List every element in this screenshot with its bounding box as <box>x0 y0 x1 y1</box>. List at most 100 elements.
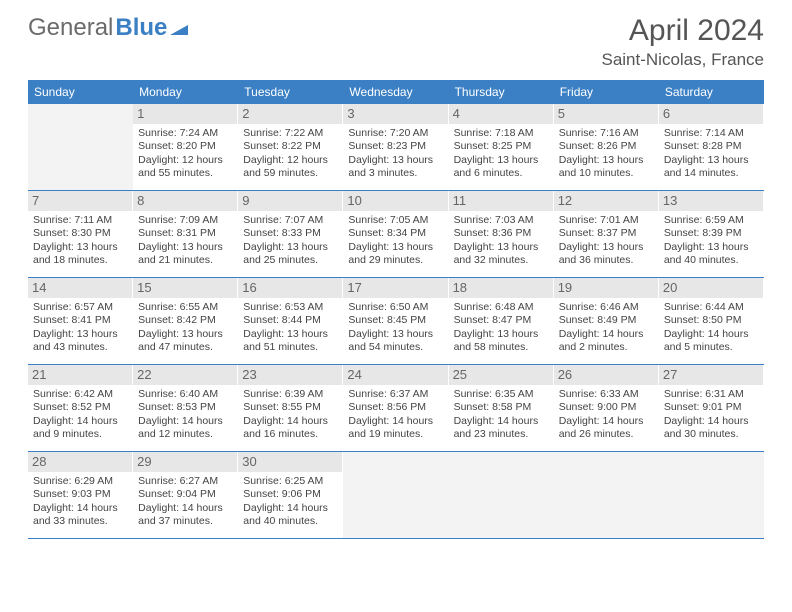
day-sunset: Sunset: 8:49 PM <box>559 314 653 327</box>
day-cell: 29Sunrise: 6:27 AMSunset: 9:04 PMDayligh… <box>133 452 238 538</box>
day-cell: 15Sunrise: 6:55 AMSunset: 8:42 PMDayligh… <box>133 278 238 364</box>
dow-cell: Sunday <box>28 80 133 104</box>
week-row: 7Sunrise: 7:11 AMSunset: 8:30 PMDaylight… <box>28 191 764 278</box>
day-day1: Daylight: 13 hours <box>33 241 127 254</box>
day-number: 20 <box>659 278 763 298</box>
day-day2: and 18 minutes. <box>33 254 127 267</box>
day-number: 15 <box>133 278 237 298</box>
day-day2: and 32 minutes. <box>454 254 548 267</box>
day-cell: 17 Sunrise: 6:50 AMSunset: 8:45 PMDayligh… <box>343 278 448 364</box>
day-cell: 5Sunrise: 7:16 AMSunset: 8:26 PMDaylight… <box>554 104 659 190</box>
day-sunrise: Sunrise: 6:25 AM <box>243 475 337 488</box>
logo-blue-text: Blue <box>115 14 167 42</box>
day-number: 19 <box>554 278 658 298</box>
day-day1: Daylight: 13 hours <box>243 328 337 341</box>
day-number: 25 <box>449 365 553 385</box>
day-day1: Daylight: 14 hours <box>243 502 337 515</box>
day-sunrise: Sunrise: 7:18 AM <box>454 127 548 140</box>
day-sunset: Sunset: 8:45 PM <box>348 314 442 327</box>
day-day1: Daylight: 13 hours <box>348 154 442 167</box>
day-number: 12 <box>554 191 658 211</box>
dow-cell: Tuesday <box>238 80 343 104</box>
day-day2: and 47 minutes. <box>138 341 232 354</box>
day-number: 29 <box>133 452 237 472</box>
day-day2: and 12 minutes. <box>138 428 232 441</box>
day-cell: 21Sunrise: 6:42 AMSunset: 8:52 PMDayligh… <box>28 365 133 451</box>
day-day1: Daylight: 14 hours <box>559 328 653 341</box>
day-number: 9 <box>238 191 342 211</box>
day-sunset: Sunset: 9:06 PM <box>243 488 337 501</box>
day-number: 11 <box>449 191 553 211</box>
day-sunrise: Sunrise: 6:31 AM <box>664 388 758 401</box>
day-day1: Daylight: 13 hours <box>454 154 548 167</box>
day-day2: and 26 minutes. <box>559 428 653 441</box>
day-day2: and 51 minutes. <box>243 341 337 354</box>
day-sunrise: Sunrise: 7:01 AM <box>559 214 653 227</box>
day-sunset: Sunset: 9:00 PM <box>559 401 653 414</box>
day-cell: 30Sunrise: 6:25 AMSunset: 9:06 PMDayligh… <box>238 452 343 538</box>
day-sunrise: Sunrise: 6:50 AM <box>348 301 442 314</box>
day-cell: 23Sunrise: 6:39 AMSunset: 8:55 PMDayligh… <box>238 365 343 451</box>
day-sunset: Sunset: 8:47 PM <box>454 314 548 327</box>
day-number: 17 <box>343 278 447 298</box>
day-cell: 28Sunrise: 6:29 AMSunset: 9:03 PMDayligh… <box>28 452 133 538</box>
day-day2: and 40 minutes. <box>243 515 337 528</box>
day-day1: Daylight: 12 hours <box>138 154 232 167</box>
dow-cell: Friday <box>554 80 659 104</box>
day-sunset: Sunset: 8:33 PM <box>243 227 337 240</box>
day-sunrise: Sunrise: 7:07 AM <box>243 214 337 227</box>
day-cell: 8Sunrise: 7:09 AMSunset: 8:31 PMDaylight… <box>133 191 238 277</box>
week-row: 28Sunrise: 6:29 AMSunset: 9:03 PMDayligh… <box>28 452 764 539</box>
location-label: Saint-Nicolas, France <box>601 50 764 70</box>
day-day2: and 55 minutes. <box>138 167 232 180</box>
day-day2: and 43 minutes. <box>33 341 127 354</box>
day-cell: 7Sunrise: 7:11 AMSunset: 8:30 PMDaylight… <box>28 191 133 277</box>
day-sunrise: Sunrise: 7:03 AM <box>454 214 548 227</box>
day-sunrise: Sunrise: 7:09 AM <box>138 214 232 227</box>
day-cell: 20Sunrise: 6:44 AMSunset: 8:50 PMDayligh… <box>659 278 764 364</box>
day-sunset: Sunset: 8:20 PM <box>138 140 232 153</box>
day-number: 3 <box>343 104 447 124</box>
day-sunset: Sunset: 8:39 PM <box>664 227 758 240</box>
day-sunset: Sunset: 8:58 PM <box>454 401 548 414</box>
day-sunset: Sunset: 8:53 PM <box>138 401 232 414</box>
day-cell: 1Sunrise: 7:24 AMSunset: 8:20 PMDaylight… <box>133 104 238 190</box>
day-sunset: Sunset: 8:37 PM <box>559 227 653 240</box>
day-sunrise: Sunrise: 7:22 AM <box>243 127 337 140</box>
day-day2: and 21 minutes. <box>138 254 232 267</box>
dow-cell: Wednesday <box>343 80 448 104</box>
calendar: SundayMondayTuesdayWednesdayThursdayFrid… <box>28 80 764 539</box>
day-day1: Daylight: 13 hours <box>348 328 442 341</box>
day-sunrise: Sunrise: 6:48 AM <box>454 301 548 314</box>
day-sunset: Sunset: 8:52 PM <box>33 401 127 414</box>
page-header: General Blue April 2024 Saint-Nicolas, F… <box>0 0 792 76</box>
day-number: 8 <box>133 191 237 211</box>
week-row: 21Sunrise: 6:42 AMSunset: 8:52 PMDayligh… <box>28 365 764 452</box>
day-day1: Daylight: 14 hours <box>138 502 232 515</box>
day-day2: and 3 minutes. <box>348 167 442 180</box>
day-cell: 16Sunrise: 6:53 AMSunset: 8:44 PMDayligh… <box>238 278 343 364</box>
day-day1: Daylight: 14 hours <box>33 415 127 428</box>
day-cell-empty <box>343 452 448 538</box>
day-day1: Daylight: 12 hours <box>243 154 337 167</box>
day-number: 14 <box>28 278 132 298</box>
day-sunset: Sunset: 8:31 PM <box>138 227 232 240</box>
day-cell: 2Sunrise: 7:22 AMSunset: 8:22 PMDaylight… <box>238 104 343 190</box>
day-number: 1 <box>133 104 237 124</box>
day-sunset: Sunset: 8:50 PM <box>664 314 758 327</box>
day-cell: 10Sunrise: 7:05 AMSunset: 8:34 PMDayligh… <box>343 191 448 277</box>
day-sunset: Sunset: 8:55 PM <box>243 401 337 414</box>
day-sunrise: Sunrise: 6:59 AM <box>664 214 758 227</box>
week-row: 1Sunrise: 7:24 AMSunset: 8:20 PMDaylight… <box>28 104 764 191</box>
day-sunrise: Sunrise: 7:14 AM <box>664 127 758 140</box>
day-number: 22 <box>133 365 237 385</box>
day-sunrise: Sunrise: 7:05 AM <box>348 214 442 227</box>
day-day1: Daylight: 13 hours <box>664 154 758 167</box>
day-day1: Daylight: 13 hours <box>348 241 442 254</box>
day-day1: Daylight: 13 hours <box>664 241 758 254</box>
day-sunset: Sunset: 8:36 PM <box>454 227 548 240</box>
day-day1: Daylight: 14 hours <box>243 415 337 428</box>
day-day1: Daylight: 13 hours <box>559 241 653 254</box>
day-cell: 26Sunrise: 6:33 AMSunset: 9:00 PMDayligh… <box>554 365 659 451</box>
day-number: 26 <box>554 365 658 385</box>
